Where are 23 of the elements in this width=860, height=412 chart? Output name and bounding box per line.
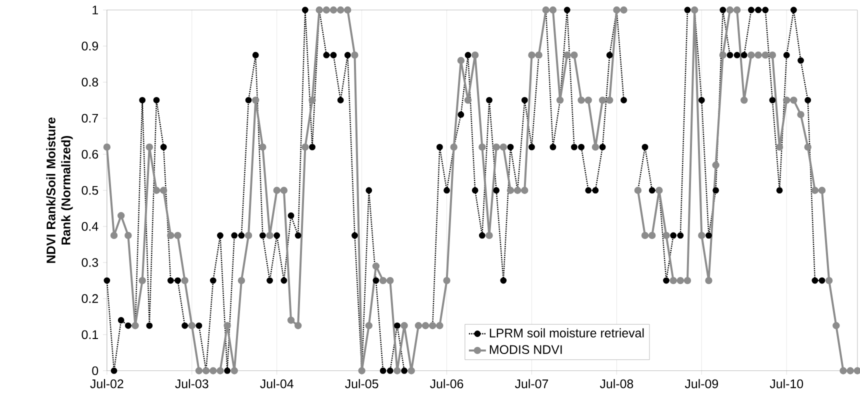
x-tick-label: Jul-06 <box>430 379 464 388</box>
x-tick-label: Jul-09 <box>684 379 718 388</box>
x-tick-label: Jul-10 <box>770 379 804 388</box>
y-tick-label: 1 <box>92 6 98 14</box>
y-tick-label: 0.2 <box>82 294 98 304</box>
y-tick-label: 0.7 <box>82 114 98 123</box>
y-axis-title: NDVI Rank/Soil Moisture Rank (Normalized) <box>46 118 73 263</box>
x-tick-label: Jul-08 <box>600 379 634 388</box>
y-tick-label: 0.5 <box>82 186 98 195</box>
y-tick-label: 0.3 <box>82 258 98 268</box>
x-tick-label: Jul-03 <box>175 379 208 388</box>
x-tick-label: Jul-04 <box>260 379 294 388</box>
x-tick-label: Jul-02 <box>90 379 124 388</box>
y-tick-label: 0 <box>92 366 98 376</box>
y-tick-label: 0.9 <box>82 42 98 51</box>
legend-label: LPRM soil moisture retrieval <box>490 328 644 338</box>
y-tick-label: 0.8 <box>82 78 98 87</box>
y-tick-label: 0.4 <box>82 222 98 231</box>
y-tick-label: 0.1 <box>82 330 98 340</box>
y-tick-label: 0.6 <box>82 150 98 159</box>
x-tick-label: Jul-07 <box>514 379 548 388</box>
legend-label: MODIS NDVI <box>490 345 562 354</box>
x-tick-label: Jul-05 <box>345 379 378 388</box>
